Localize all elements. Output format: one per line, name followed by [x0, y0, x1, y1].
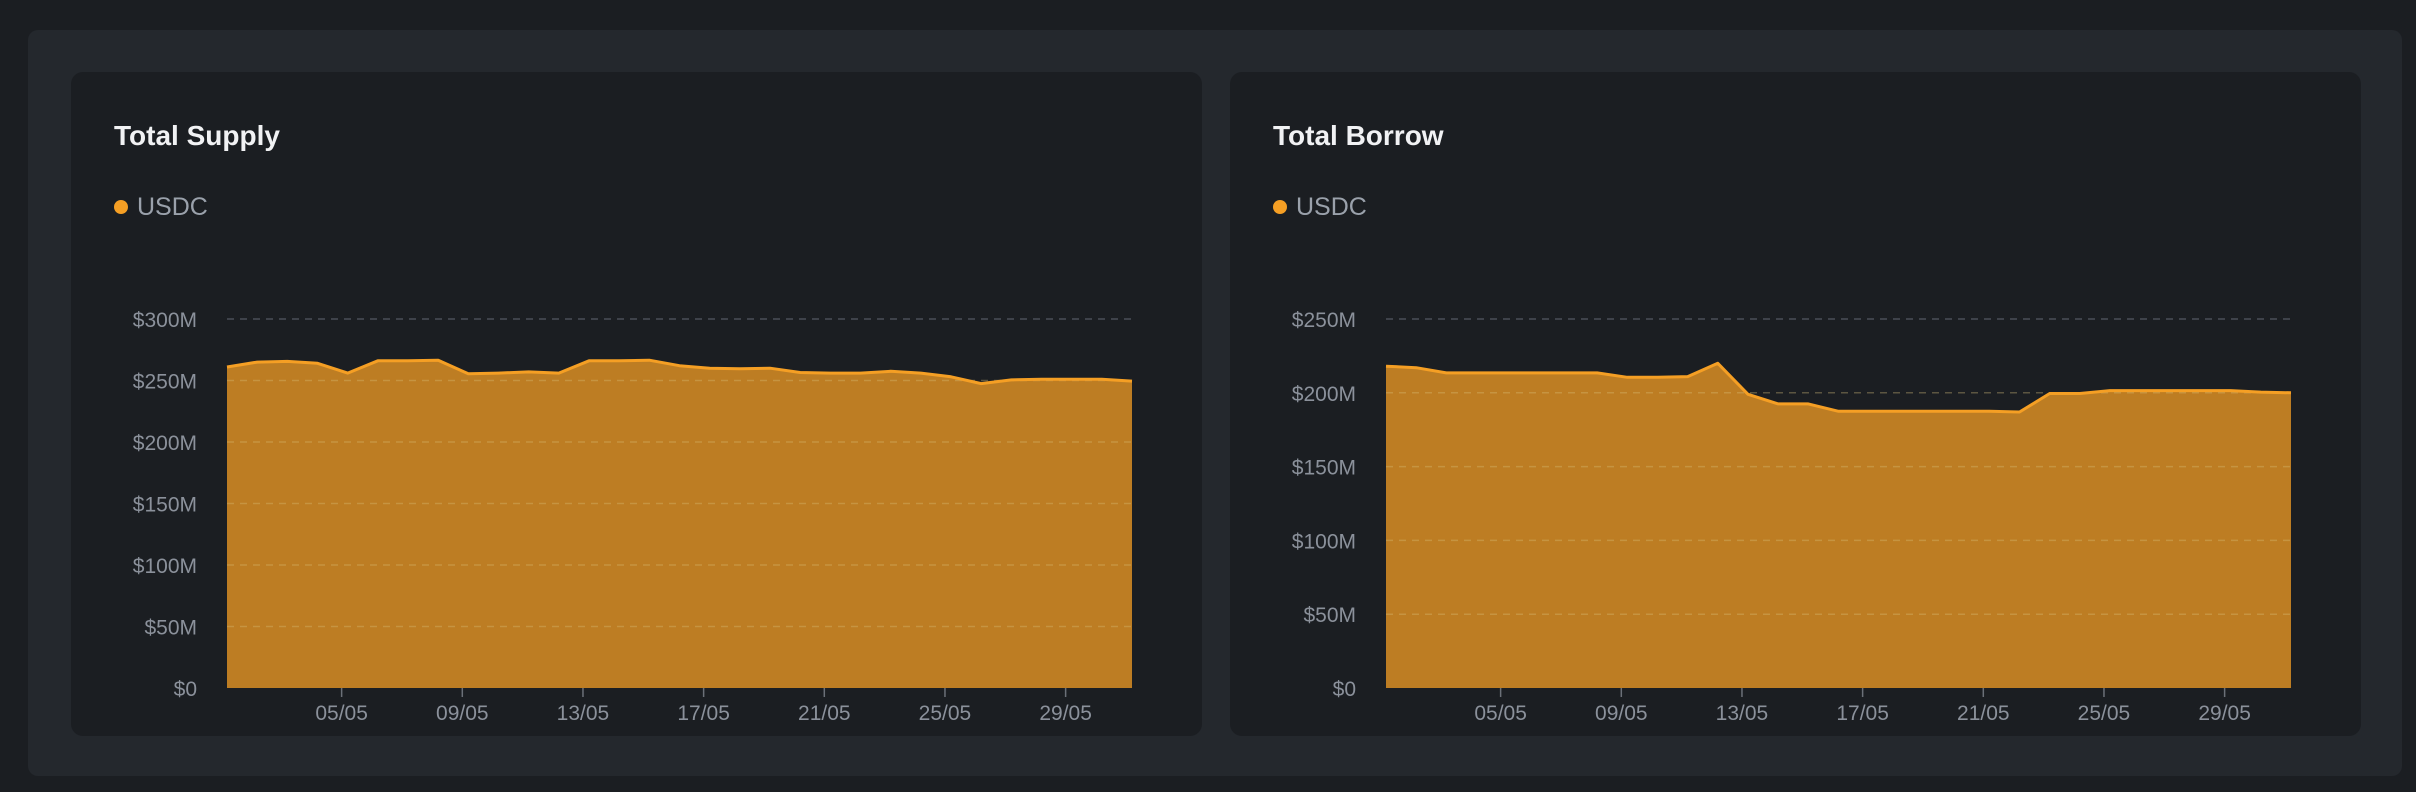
area-fill	[227, 360, 1132, 688]
series-line	[1385, 361, 2292, 414]
chart-legend[interactable]: USDC	[114, 192, 208, 222]
x-tick-label: 13/05	[1716, 702, 1769, 725]
x-tick-label: 09/05	[436, 702, 489, 725]
y-tick-label: $100M	[1292, 530, 1356, 553]
y-tick-label: $0	[1333, 678, 1356, 701]
legend-label: USDC	[137, 192, 208, 221]
x-tick-label: 17/05	[1836, 702, 1889, 725]
legend-dot-icon	[114, 200, 128, 214]
y-tick-label: $250M	[1292, 309, 1356, 332]
chart-legend[interactable]: USDC	[1273, 192, 1367, 222]
y-tick-label: $50M	[144, 617, 197, 640]
x-tick-label: 21/05	[798, 702, 851, 725]
x-tick-label: 13/05	[557, 702, 610, 725]
x-tick-label: 29/05	[1039, 702, 1092, 725]
y-tick-label: $100M	[133, 555, 197, 578]
total-borrow-chart[interactable]: $0 $50M $100M $150M $200M $250M 05/05 09/05 13/0…	[1230, 72, 2361, 736]
x-tick-label: 05/05	[315, 702, 368, 725]
area-fill	[1386, 363, 2291, 688]
series-line	[226, 358, 1133, 386]
total-supply-chart[interactable]: $0 $50M $100M $150M $200M $250M $300M 05/05 09/0…	[71, 72, 1202, 736]
x-tick-label: 25/05	[2078, 702, 2131, 725]
legend-dot-icon	[1273, 200, 1287, 214]
x-tick-label: 17/05	[677, 702, 730, 725]
y-tick-label: $150M	[1292, 457, 1356, 480]
y-tick-label: $50M	[1303, 604, 1356, 627]
y-tick-label: $300M	[133, 309, 197, 332]
total-borrow-card: Total Borrow USDC $0 $50M $100M $150M $200M $…	[1230, 72, 2361, 736]
x-tick-label: 29/05	[2198, 702, 2251, 725]
card-title: Total Supply	[114, 120, 280, 151]
y-tick-label: $250M	[133, 371, 197, 394]
y-tick-label: $200M	[133, 432, 197, 455]
x-tick-label: 09/05	[1595, 702, 1648, 725]
legend-label: USDC	[1296, 192, 1367, 221]
y-tick-label: $150M	[133, 494, 197, 517]
total-supply-card: Total Supply USDC $0 $50M $100M $150M $200M $…	[71, 72, 1202, 736]
x-tick-label: 25/05	[919, 702, 972, 725]
x-tick-label: 21/05	[1957, 702, 2010, 725]
x-tick-label: 05/05	[1474, 702, 1527, 725]
y-tick-label: $0	[174, 678, 197, 701]
card-title: Total Borrow	[1273, 120, 1444, 151]
dashboard-panel: Total Supply USDC $0 $50M $100M $150M $200M $…	[28, 30, 2402, 776]
y-tick-label: $200M	[1292, 383, 1356, 406]
